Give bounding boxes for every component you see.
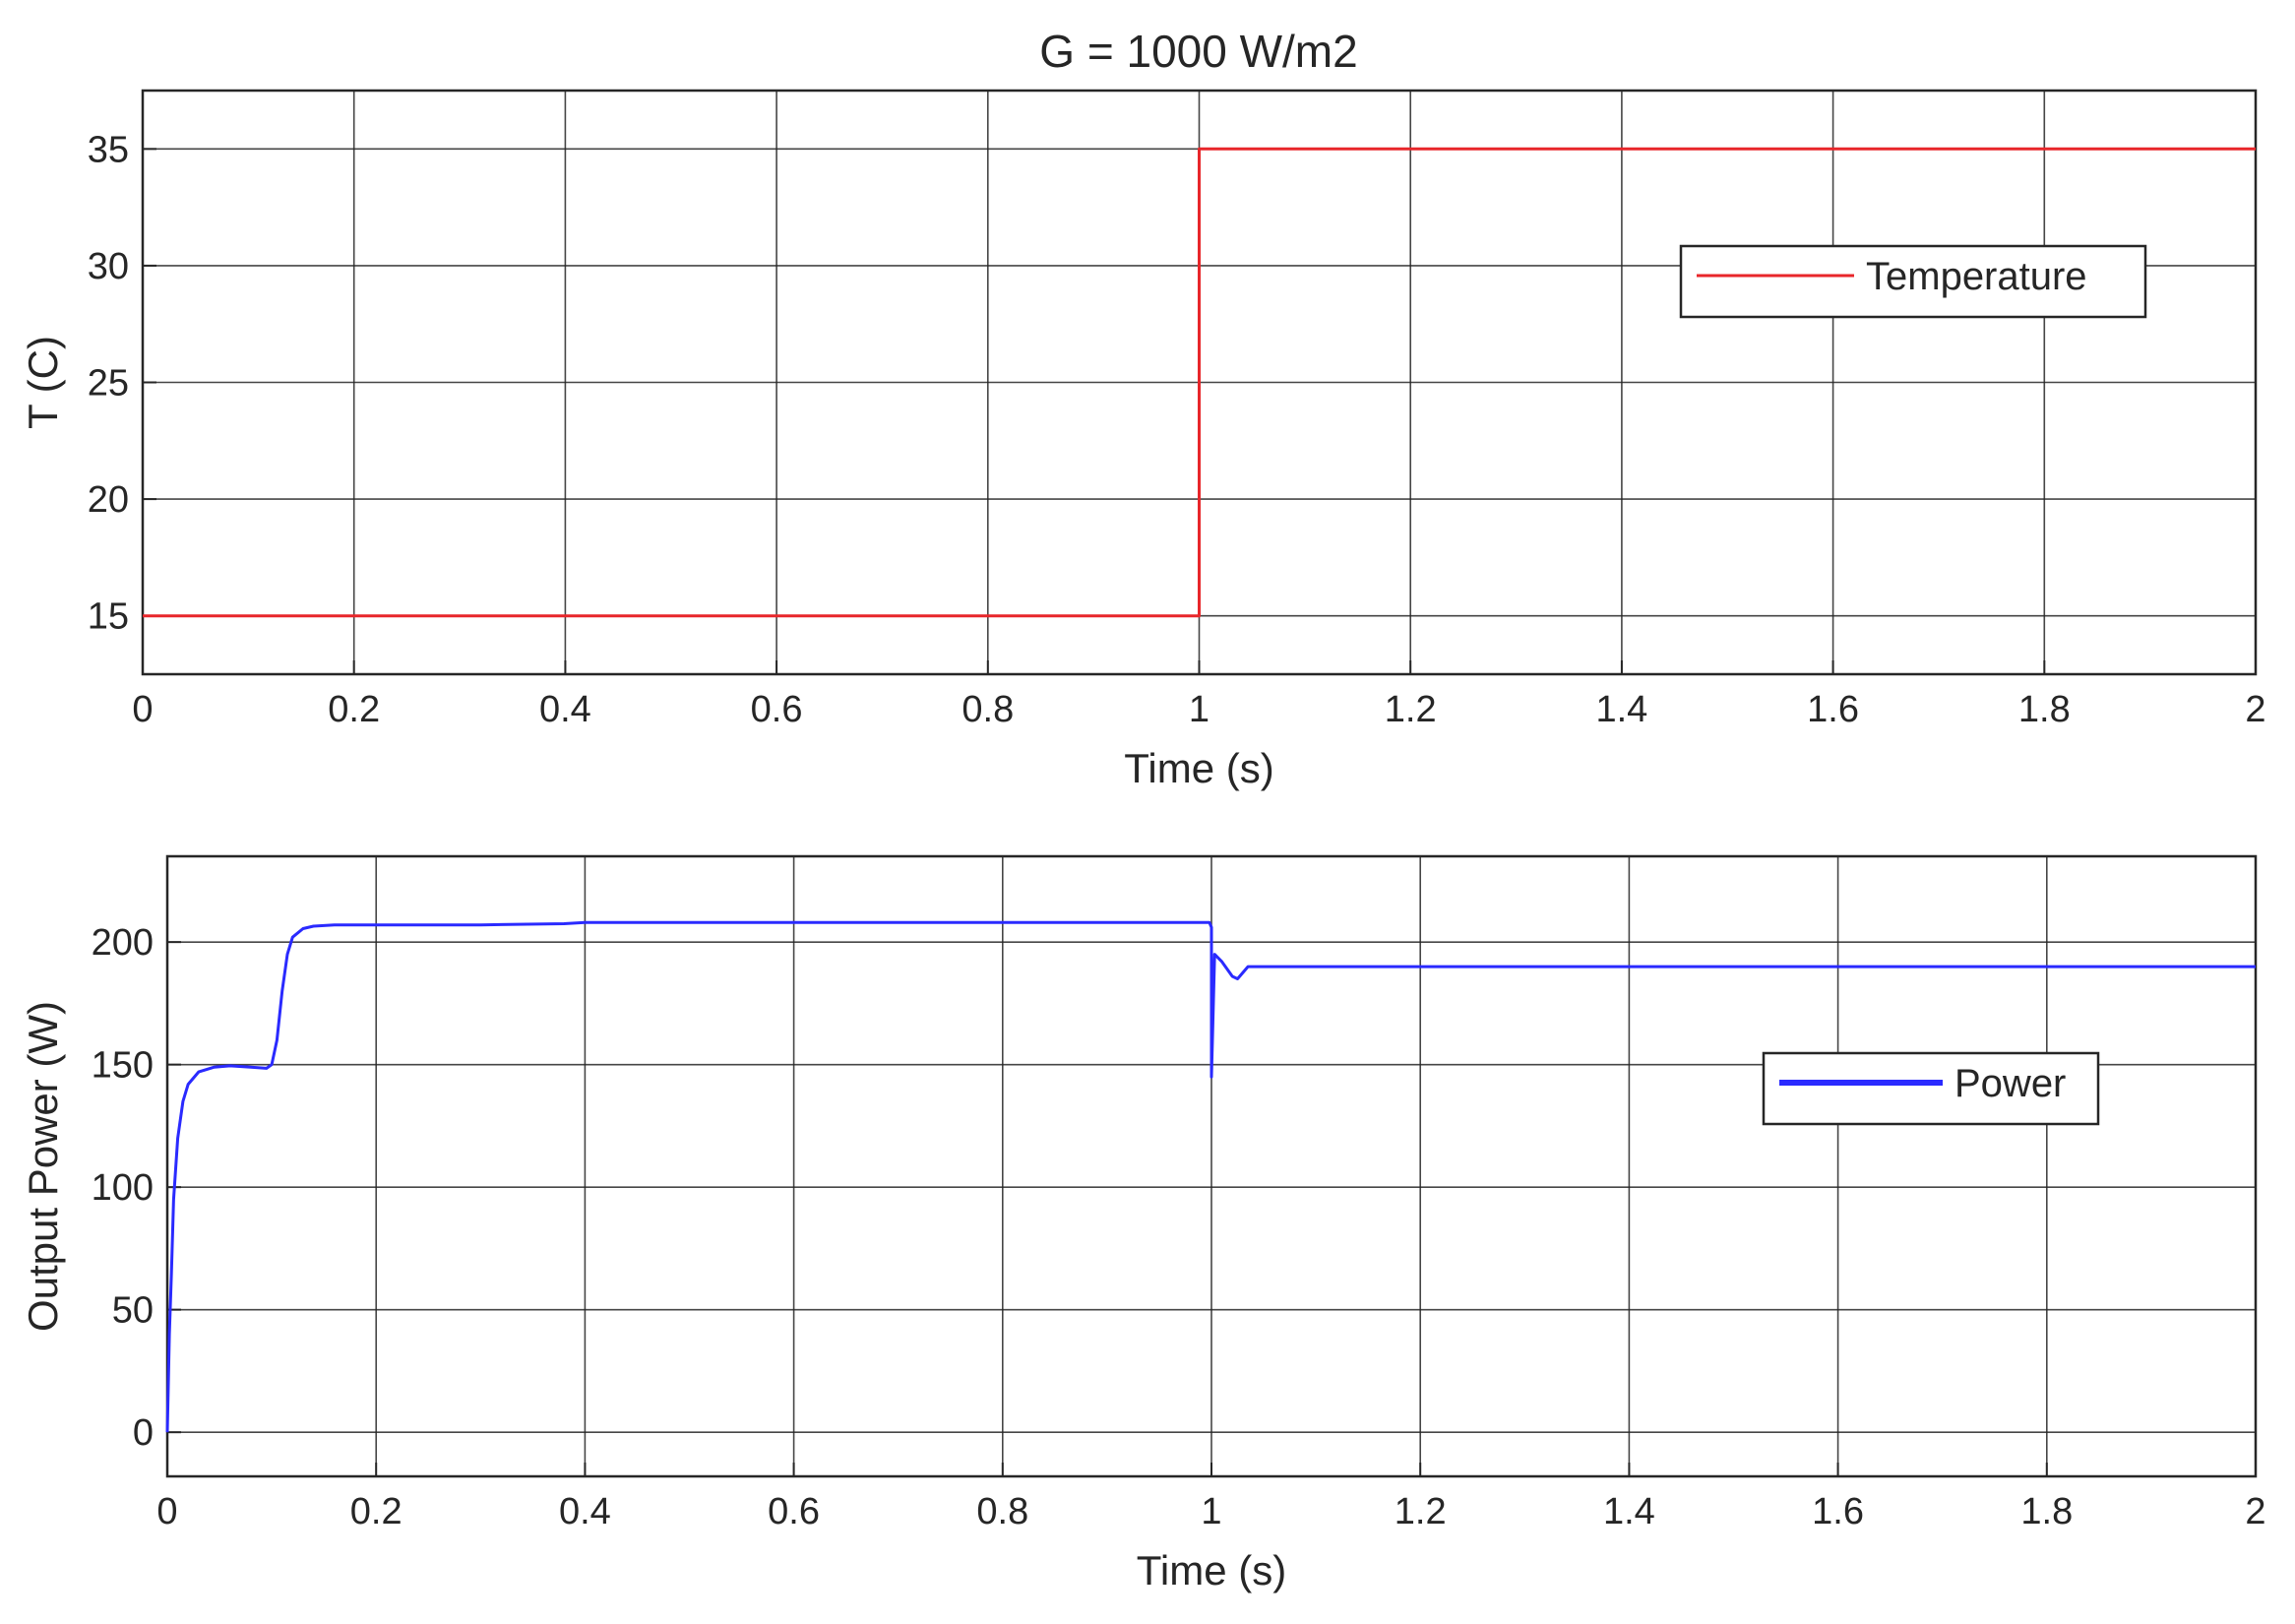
x-tick-label: 2	[2245, 1491, 2265, 1532]
axes-box	[141, 89, 2258, 676]
x-tick-label: 1.4	[1603, 1491, 1655, 1532]
x-tick-label: 1	[1201, 1491, 1221, 1532]
x-tick-label: 0.6	[751, 689, 803, 730]
x-tick-label: 1.8	[2020, 1491, 2073, 1532]
legend-box	[1679, 244, 2147, 319]
y-tick-label: 35	[88, 129, 129, 170]
y-tick-label: 200	[92, 922, 154, 964]
legend-label: Power	[1954, 1062, 2066, 1105]
y-tick-label: 25	[88, 363, 129, 405]
y-tick-label: 100	[92, 1167, 154, 1209]
x-tick-label: 0.8	[961, 689, 1014, 730]
x-axis-label: Time (s)	[1124, 745, 1273, 791]
x-tick-label: 1	[1189, 689, 1210, 730]
x-tick-label: 0	[156, 1491, 177, 1532]
y-axis-label: Output Power (W)	[20, 1001, 66, 1332]
x-tick-label: 1.8	[2018, 689, 2071, 730]
y-axis-label: T (C)	[20, 336, 66, 429]
x-tick-label: 0.6	[768, 1491, 820, 1532]
legend-box	[1762, 1051, 2100, 1126]
series-line-power	[165, 920, 2256, 1433]
power-subplot: 0 0.2 0.4 0.6 0.8 1 1.2 1.4 1.6 1.8 2 0 50 100 150 200 T…	[20, 854, 2266, 1593]
x-tick-label: 1.2	[1385, 689, 1437, 730]
x-tick-label: 0.4	[539, 689, 591, 730]
x-tick-label: 2	[2245, 689, 2265, 730]
legend: Power	[1762, 1051, 2100, 1126]
y-tick-label: 50	[112, 1290, 154, 1332]
temperature-subplot: 0 0.2 0.4 0.6 0.8 1 1.2 1.4 1.6 1.8 2 15 20 25 30 35 Tim…	[20, 89, 2266, 791]
x-tick-label: 1.2	[1395, 1491, 1447, 1532]
series-line-temperature	[143, 147, 2256, 618]
x-tick-label: 1.6	[1807, 689, 1859, 730]
figure-title: G = 1000 W/m2	[1039, 26, 1357, 77]
legend: Temperature	[1679, 244, 2147, 319]
x-tick-label: 1.4	[1595, 689, 1647, 730]
y-tick-label: 15	[88, 596, 129, 638]
x-tick-label: 1.6	[1812, 1491, 1864, 1532]
x-tick-label: 0.4	[559, 1491, 611, 1532]
x-tick-label: 0	[132, 689, 153, 730]
y-tick-label: 20	[88, 479, 129, 521]
x-axis-label: Time (s)	[1137, 1547, 1286, 1593]
y-tick-label: 30	[88, 246, 129, 287]
axes-box	[165, 854, 2258, 1478]
y-tick-label: 0	[133, 1412, 154, 1454]
x-tick-label: 0.2	[350, 1491, 403, 1532]
x-tick-label: 0.2	[328, 689, 380, 730]
x-tick-label: 0.8	[976, 1491, 1028, 1532]
legend-label: Temperature	[1866, 255, 2087, 298]
y-tick-label: 150	[92, 1045, 154, 1087]
